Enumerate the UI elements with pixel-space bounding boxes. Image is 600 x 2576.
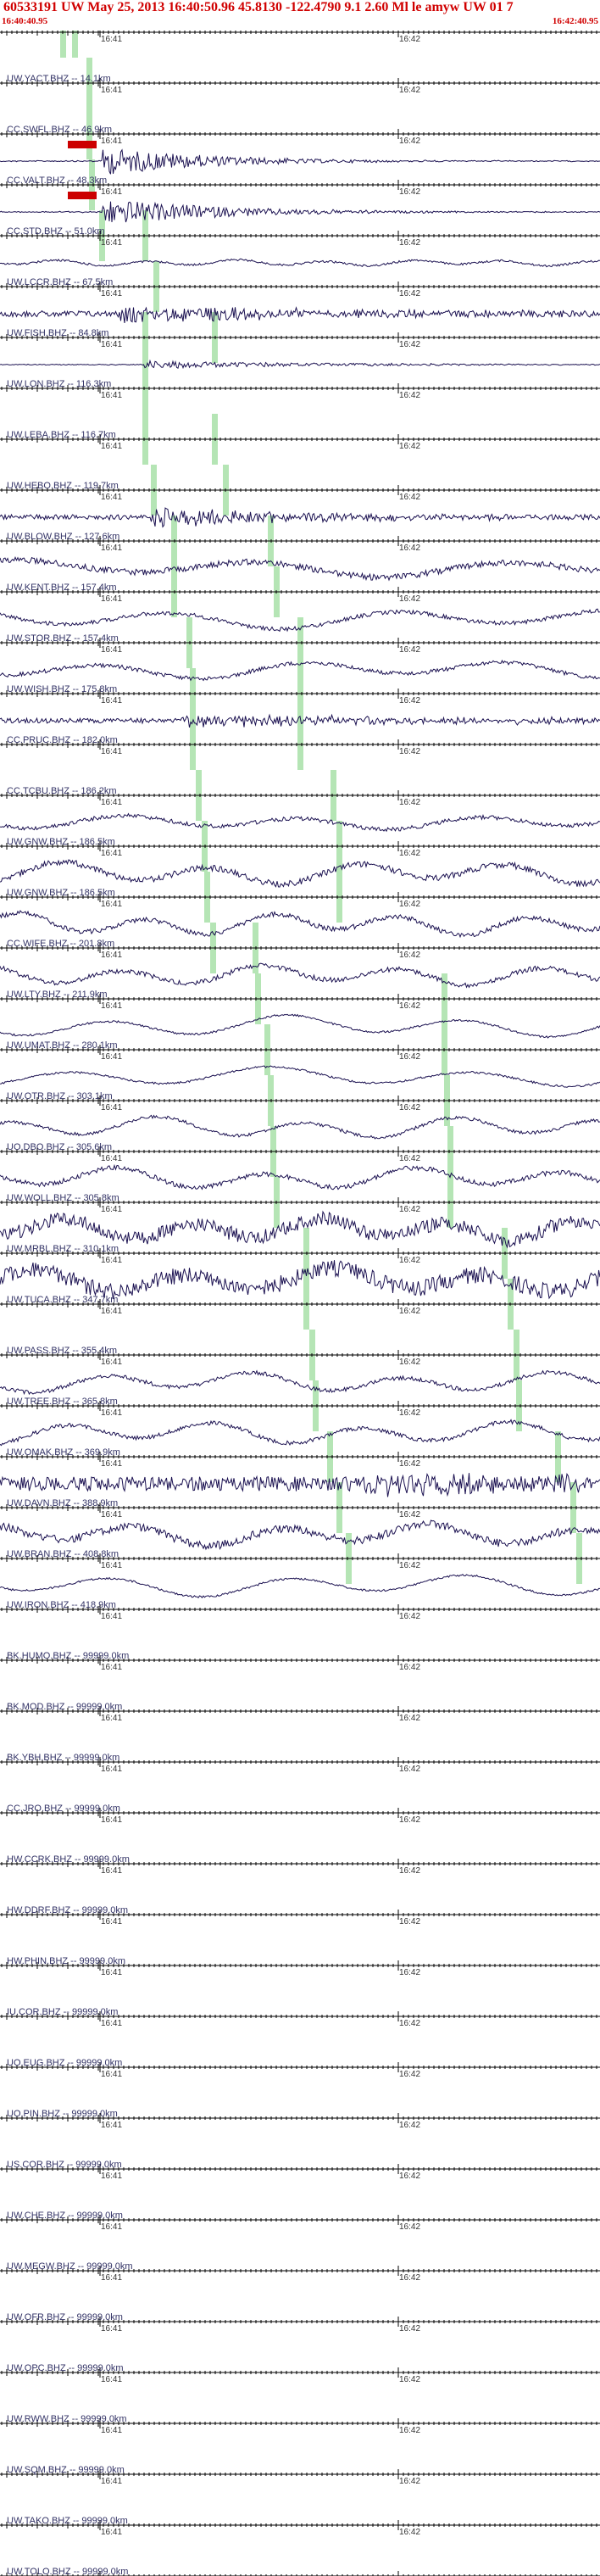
time-tick-label: 16:41 xyxy=(101,645,122,655)
time-tick-label: 16:42 xyxy=(399,1103,420,1112)
time-tick-label: 16:42 xyxy=(399,391,420,400)
time-tick-label: 16:42 xyxy=(399,1968,420,1977)
time-tick-label: 16:41 xyxy=(101,1103,122,1112)
time-tick-label: 16:42 xyxy=(399,1510,420,1519)
time-tick-label: 16:41 xyxy=(101,442,122,451)
time-tick-label: 16:41 xyxy=(101,900,122,909)
time-tick-label: 16:42 xyxy=(399,1917,420,1926)
time-tick-label: 16:42 xyxy=(399,544,420,553)
time-tick-label: 16:41 xyxy=(101,86,122,95)
time-tick-label: 16:42 xyxy=(399,696,420,705)
time-tick-label: 16:41 xyxy=(101,747,122,756)
time-tick-label: 16:42 xyxy=(399,1815,420,1825)
time-tick-label: 16:41 xyxy=(101,1663,122,1672)
time-tick-label: 16:41 xyxy=(101,35,122,44)
time-tick-label: 16:42 xyxy=(399,594,420,604)
time-tick-label: 16:42 xyxy=(399,849,420,858)
time-tick-label: 16:42 xyxy=(399,340,420,349)
time-tick-label: 16:42 xyxy=(399,1358,420,1367)
time-tick-label: 16:41 xyxy=(101,696,122,705)
time-tick-label: 16:42 xyxy=(399,798,420,807)
time-tick-label: 16:41 xyxy=(101,1001,122,1011)
time-tick-label: 16:41 xyxy=(101,289,122,298)
time-tick-label: 16:42 xyxy=(399,2019,420,2028)
time-tick-label: 16:42 xyxy=(399,1408,420,1418)
start-time: 16:40:40.95 xyxy=(2,16,48,26)
time-tick-label: 16:41 xyxy=(101,137,122,146)
pick-markers xyxy=(60,31,582,1584)
time-tick-label: 16:41 xyxy=(101,238,122,248)
time-tick-label: 16:42 xyxy=(399,1001,420,1011)
end-time: 16:42:40.95 xyxy=(552,16,598,26)
time-tick-label: 16:42 xyxy=(399,900,420,909)
time-tick-label: 16:42 xyxy=(399,1459,420,1469)
time-tick-label: 16:42 xyxy=(399,645,420,655)
time-tick-label: 16:41 xyxy=(101,594,122,604)
time-tick-label: 16:42 xyxy=(399,289,420,298)
time-tick-label: 16:41 xyxy=(101,340,122,349)
time-tick-label: 16:42 xyxy=(399,747,420,756)
time-tick-label: 16:42 xyxy=(399,951,420,960)
time-tick-label: 16:42 xyxy=(399,1714,420,1723)
time-tick-label: 16:41 xyxy=(101,1358,122,1367)
time-tick-label: 16:41 xyxy=(101,1256,122,1265)
time-tick-label: 16:41 xyxy=(101,1459,122,1469)
time-tick-label: 16:42 xyxy=(399,1663,420,1672)
time-tick-label: 16:42 xyxy=(399,187,420,197)
time-tick-label: 16:41 xyxy=(101,187,122,197)
time-tick-label: 16:41 xyxy=(101,544,122,553)
seismogram-record-section: 16:41 16:42 16:41 16:42 16:41 16:42 16:41 16:42… xyxy=(0,31,600,2576)
time-tick-label: 16:42 xyxy=(399,1612,420,1621)
record-header: 60533191 UW May 25, 2013 16:40:50.96 45.… xyxy=(0,0,600,31)
time-tick-label: 16:42 xyxy=(399,1765,420,1774)
time-tick-label: 16:41 xyxy=(101,1815,122,1825)
time-tick-label: 16:41 xyxy=(101,1205,122,1214)
time-tick-label: 16:42 xyxy=(399,137,420,146)
time-tick-label: 16:42 xyxy=(399,238,420,248)
time-tick-label: 16:42 xyxy=(399,1256,420,1265)
time-tick-label: 16:42 xyxy=(399,35,420,44)
time-tick-label: 16:42 xyxy=(399,1052,420,1062)
time-tick-label: 16:41 xyxy=(101,1866,122,1876)
time-tick-label: 16:42 xyxy=(399,442,420,451)
time-tick-label: 16:41 xyxy=(101,951,122,960)
time-tick-label: 16:41 xyxy=(101,849,122,858)
time-tick-label: 16:41 xyxy=(101,1561,122,1570)
time-tick-label: 16:41 xyxy=(101,1154,122,1163)
time-tick-label: 16:42 xyxy=(399,1205,420,1214)
time-tick-label: 16:42 xyxy=(399,493,420,502)
time-tick-label: 16:41 xyxy=(101,1408,122,1418)
time-tick-label: 16:41 xyxy=(101,1765,122,1774)
time-tick-label: 16:42 xyxy=(399,1866,420,1876)
time-tick-label: 16:41 xyxy=(101,391,122,400)
pick-marker xyxy=(60,31,66,58)
time-axes: 16:41 16:42 16:41 16:42 16:41 16:42 16:41 16:42… xyxy=(0,31,600,2576)
time-tick-label: 16:41 xyxy=(101,2019,122,2028)
time-tick-label: 16:42 xyxy=(399,86,420,95)
time-tick-label: 16:42 xyxy=(399,1154,420,1163)
time-tick-label: 16:41 xyxy=(101,798,122,807)
time-tick-label: 16:41 xyxy=(101,1052,122,1062)
time-tick-label: 16:41 xyxy=(101,1714,122,1723)
time-tick-label: 16:41 xyxy=(101,1612,122,1621)
pick-marker xyxy=(72,31,78,58)
time-tick-label: 16:42 xyxy=(399,1307,420,1316)
time-tick-label: 16:41 xyxy=(101,493,122,502)
time-tick-label: 16:42 xyxy=(399,1561,420,1570)
event-title: 60533191 UW May 25, 2013 16:40:50.96 45.… xyxy=(3,0,514,14)
time-tick-label: 16:41 xyxy=(101,1307,122,1316)
time-tick-label: 16:41 xyxy=(101,1510,122,1519)
time-tick-label: 16:41 xyxy=(101,1917,122,1926)
time-tick-label: 16:41 xyxy=(101,1968,122,1977)
